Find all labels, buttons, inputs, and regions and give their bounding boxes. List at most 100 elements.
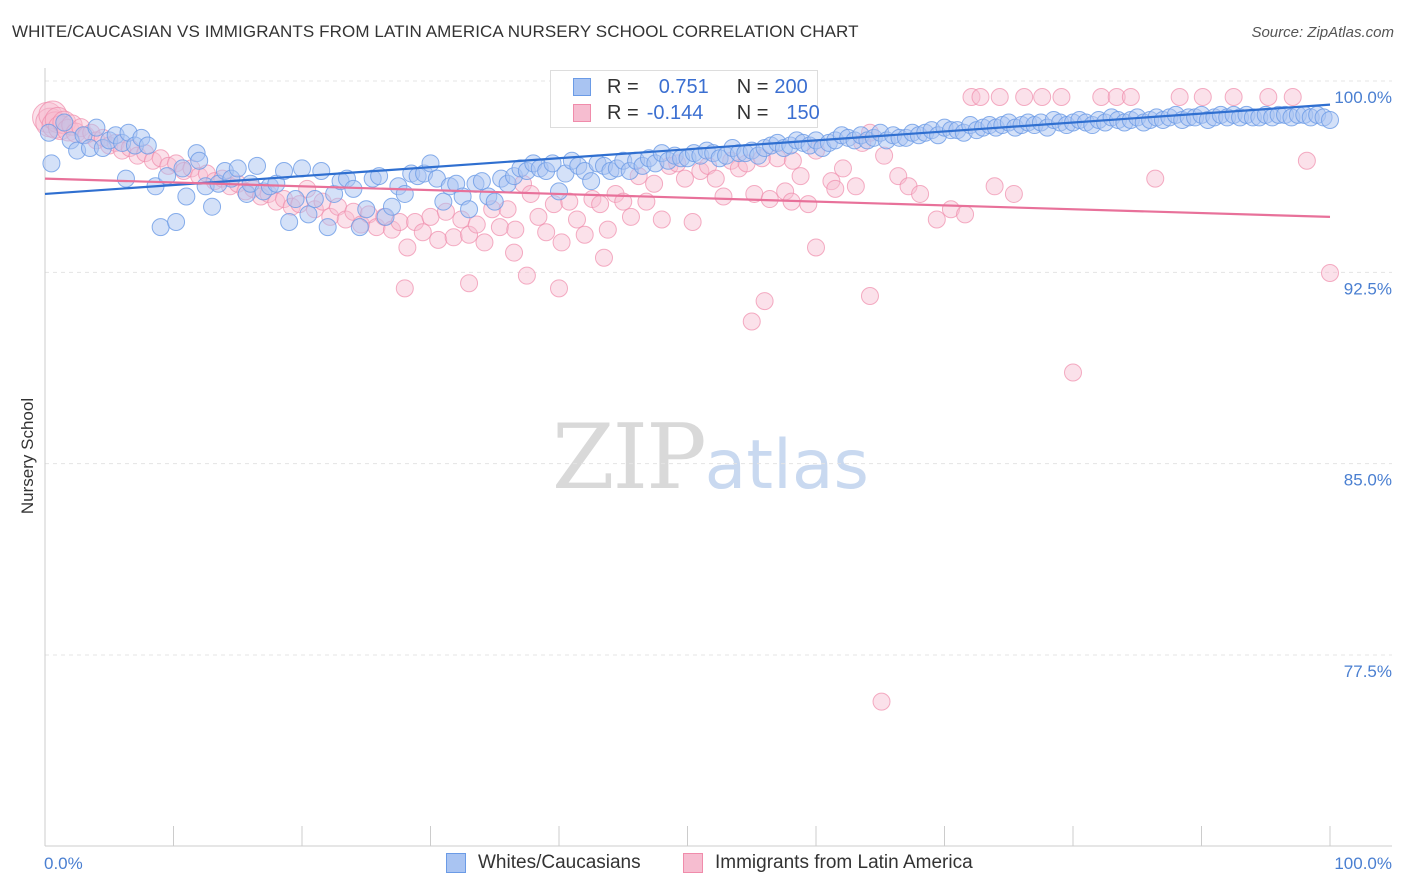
legend-n-value: 200 (774, 75, 808, 98)
legend-label-immigrants: Immigrants from Latin America (715, 852, 973, 873)
point-whites (248, 156, 267, 175)
legend-r-value: -0.144 (646, 101, 704, 124)
point-immigrants (985, 177, 1004, 196)
legend-r-label: R = (607, 101, 639, 124)
point-whites (228, 159, 247, 178)
watermark: ZIPatlas (552, 405, 869, 510)
point-whites (312, 161, 331, 180)
point-whites (305, 190, 324, 209)
point-whites (177, 187, 196, 206)
point-immigrants (550, 279, 568, 298)
tick-labels: 100.0% 92.5% 85.0% 77.5% 0.0% 100.0% (44, 88, 1392, 873)
point-immigrants (1170, 88, 1189, 106)
y-tick-label: 77.5% (1344, 662, 1392, 681)
source-label: Source: ZipAtlas.com (1251, 24, 1394, 41)
point-whites (472, 172, 491, 191)
point-immigrants (517, 266, 536, 285)
point-whites (286, 190, 305, 209)
point-whites (318, 218, 337, 237)
point-immigrants (594, 248, 613, 267)
point-immigrants (1015, 88, 1034, 106)
point-whites (293, 159, 311, 178)
legend-swatch-blue (573, 78, 591, 96)
point-immigrants (421, 207, 440, 226)
point-immigrants (645, 174, 664, 193)
point-immigrants (1259, 88, 1278, 106)
point-immigrants (872, 692, 891, 711)
point-whites (167, 213, 186, 232)
legend-n-label: N = (736, 75, 769, 98)
point-immigrants (398, 238, 417, 257)
trend-line-immigrants (44, 177, 1331, 219)
point-immigrants (791, 167, 810, 186)
point-whites (138, 136, 157, 155)
legend-row-immigrants: R = -0.144 N = 150 (573, 101, 820, 125)
point-immigrants (742, 312, 761, 331)
point-whites (299, 205, 318, 224)
point-immigrants (990, 88, 1009, 106)
point-immigrants (846, 177, 865, 196)
point-whites (1321, 110, 1339, 129)
point-immigrants (460, 274, 479, 293)
point-whites (42, 154, 61, 173)
point-immigrants (826, 179, 845, 198)
point-whites (55, 113, 74, 132)
point-immigrants (1092, 88, 1111, 106)
point-immigrants (598, 220, 617, 239)
legend-item-immigrants[interactable]: Immigrants from Latin America (683, 852, 973, 874)
series-legend: Whites/Caucasians Immigrants from Latin … (0, 852, 1406, 878)
point-whites (382, 197, 401, 216)
point-immigrants (799, 195, 818, 214)
trend-lines (44, 103, 1331, 219)
point-immigrants (429, 230, 448, 249)
point-immigrants (1064, 363, 1082, 382)
point-immigrants (1121, 88, 1140, 106)
y-tick-label: 100.0% (1334, 88, 1392, 107)
point-whites (550, 182, 568, 201)
point-immigrants (652, 210, 671, 229)
point-immigrants (875, 146, 894, 165)
point-immigrants (490, 218, 509, 237)
point-immigrants (606, 184, 625, 203)
point-immigrants (413, 223, 432, 242)
y-tick-label: 92.5% (1344, 279, 1392, 298)
legend-n-label: N = (736, 101, 769, 124)
point-immigrants (552, 233, 571, 252)
point-whites (116, 169, 135, 188)
point-immigrants (467, 215, 486, 234)
point-whites (173, 159, 192, 178)
point-immigrants (575, 225, 594, 244)
point-immigrants (755, 292, 774, 311)
point-immigrants (621, 207, 640, 226)
point-whites (434, 192, 453, 211)
point-whites (203, 197, 222, 216)
point-immigrants (1321, 264, 1339, 283)
point-immigrants (1224, 88, 1243, 106)
point-whites (275, 161, 294, 180)
point-whites (395, 184, 414, 203)
point-whites (350, 218, 369, 237)
point-immigrants (1297, 151, 1316, 170)
point-immigrants (1193, 88, 1212, 106)
chart-title: WHITE/CAUCASIAN VS IMMIGRANTS FROM LATIN… (12, 22, 859, 41)
legend-label-whites: Whites/Caucasians (478, 852, 641, 873)
point-immigrants (529, 207, 548, 226)
legend-row-whites: R = 0.751 N = 200 (573, 75, 808, 99)
point-immigrants (860, 286, 879, 305)
point-whites (151, 218, 170, 237)
watermark-atlas: atlas (704, 426, 869, 505)
y-tick-label: 85.0% (1344, 471, 1392, 490)
point-immigrants (444, 228, 463, 247)
point-whites (190, 151, 209, 170)
point-immigrants (1107, 88, 1126, 106)
point-whites (582, 172, 601, 191)
x-tick-label: 0.0% (44, 854, 83, 873)
x-tick-label: 100.0% (1334, 854, 1392, 873)
point-whites (87, 118, 106, 137)
point-immigrants (506, 220, 525, 239)
point-immigrants (475, 233, 494, 252)
series-whites-points (39, 105, 1339, 237)
legend-item-whites[interactable]: Whites/Caucasians (446, 852, 641, 874)
point-immigrants (911, 184, 930, 203)
